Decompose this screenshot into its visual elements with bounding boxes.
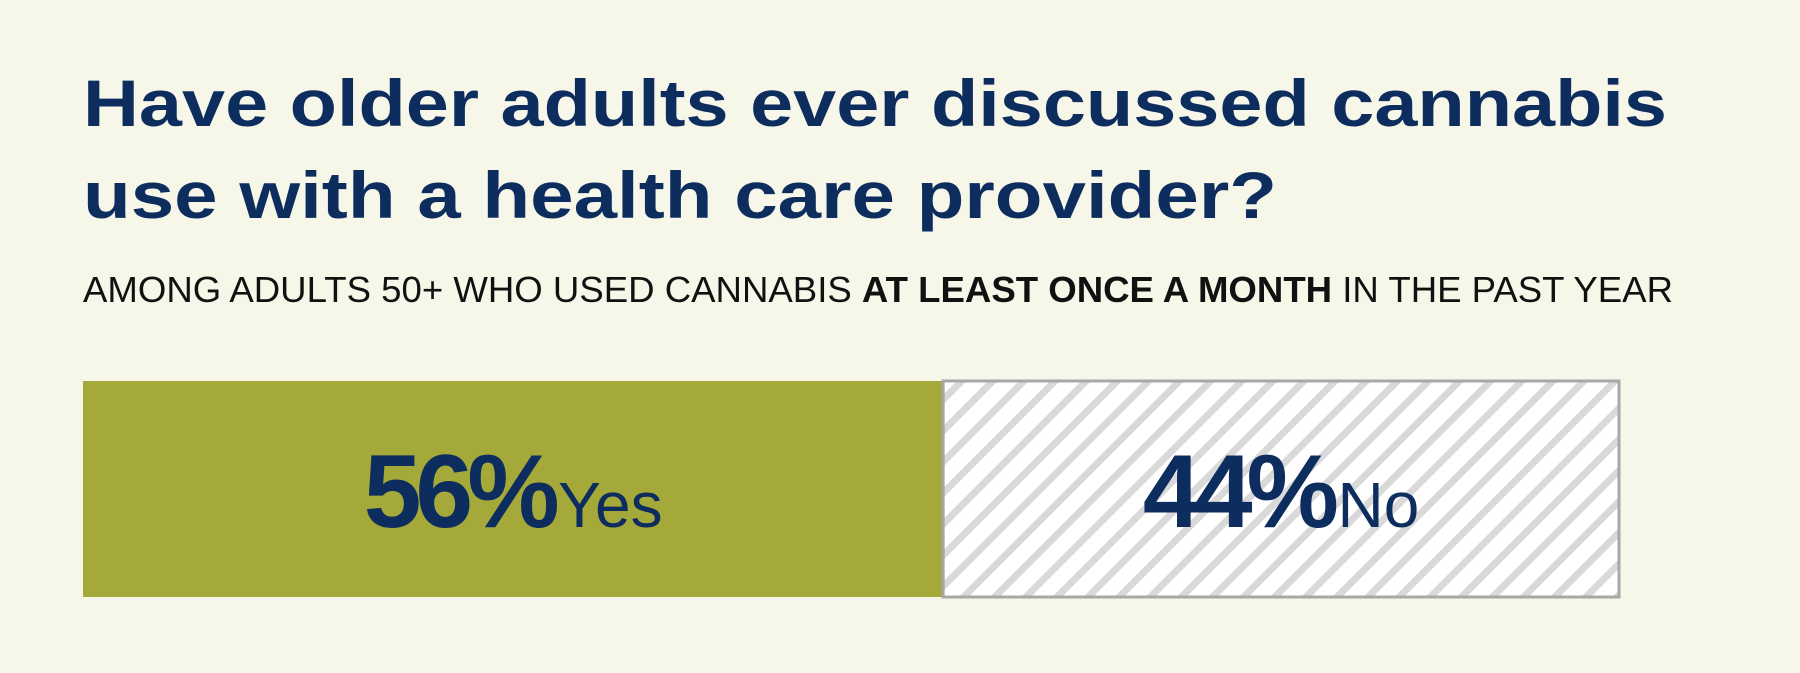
chart-title: Have older adults ever discussed cannabi… bbox=[83, 66, 1667, 140]
legend-label: Yes bbox=[558, 469, 662, 541]
subtitle-part: IN THE PAST YEAR bbox=[1342, 269, 1673, 310]
legend-label: No bbox=[1337, 469, 1419, 541]
bar-segment bbox=[83, 381, 944, 597]
chart-title: use with a health care provider? bbox=[83, 158, 1277, 232]
bar-segment bbox=[941, 379, 1621, 599]
chart-subtitle: AMONG ADULTS 50+ WHO USED CANNABIS AT LE… bbox=[83, 269, 1673, 310]
value-label: 56% bbox=[364, 434, 558, 550]
bar-group: 56% Yes 44% No bbox=[83, 379, 1621, 599]
segment-label: 44% No bbox=[1143, 434, 1419, 550]
subtitle-emphasis: AT LEAST ONCE A MONTH bbox=[862, 269, 1332, 310]
segment-label: 56% Yes bbox=[364, 434, 663, 550]
value-label: 44% bbox=[1143, 434, 1337, 550]
subtitle-part: AMONG ADULTS 50+ WHO USED CANNABIS bbox=[83, 269, 852, 310]
